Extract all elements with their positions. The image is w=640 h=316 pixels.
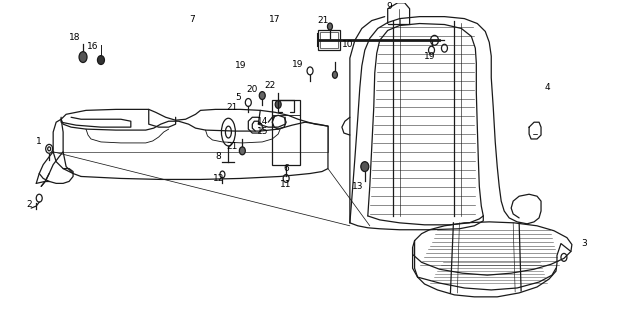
Text: 2: 2 [26, 200, 32, 209]
Text: 3: 3 [581, 239, 587, 248]
Ellipse shape [97, 56, 104, 64]
Text: 21: 21 [227, 143, 238, 151]
Text: 6: 6 [284, 164, 289, 173]
Text: 12: 12 [212, 174, 224, 183]
Text: 18: 18 [69, 33, 81, 42]
Text: 5: 5 [236, 93, 241, 102]
Ellipse shape [259, 92, 265, 100]
Text: 16: 16 [87, 42, 99, 51]
Text: 19: 19 [424, 52, 435, 61]
Text: 10: 10 [342, 40, 354, 49]
Bar [318, 30, 340, 50]
Text: 17: 17 [269, 15, 281, 24]
Text: 15: 15 [257, 127, 268, 136]
Bar [272, 100, 300, 165]
Text: 13: 13 [352, 182, 364, 191]
Text: 4: 4 [544, 83, 550, 92]
Text: 11: 11 [280, 180, 292, 189]
Ellipse shape [332, 71, 337, 78]
Text: 19: 19 [235, 61, 246, 70]
Text: 19: 19 [292, 60, 304, 70]
Text: 21: 21 [227, 103, 238, 112]
Text: 9: 9 [387, 2, 392, 11]
Text: 22: 22 [264, 81, 276, 90]
Text: 14: 14 [257, 117, 268, 126]
Text: 1: 1 [36, 137, 42, 146]
Ellipse shape [275, 100, 281, 108]
Text: 20: 20 [246, 85, 258, 94]
Text: 7: 7 [189, 15, 195, 24]
Ellipse shape [328, 23, 332, 30]
Ellipse shape [361, 162, 369, 172]
Text: 8: 8 [216, 152, 221, 161]
Bar [320, 33, 338, 48]
Ellipse shape [239, 147, 245, 155]
Ellipse shape [79, 52, 87, 63]
Text: 21: 21 [317, 16, 329, 25]
